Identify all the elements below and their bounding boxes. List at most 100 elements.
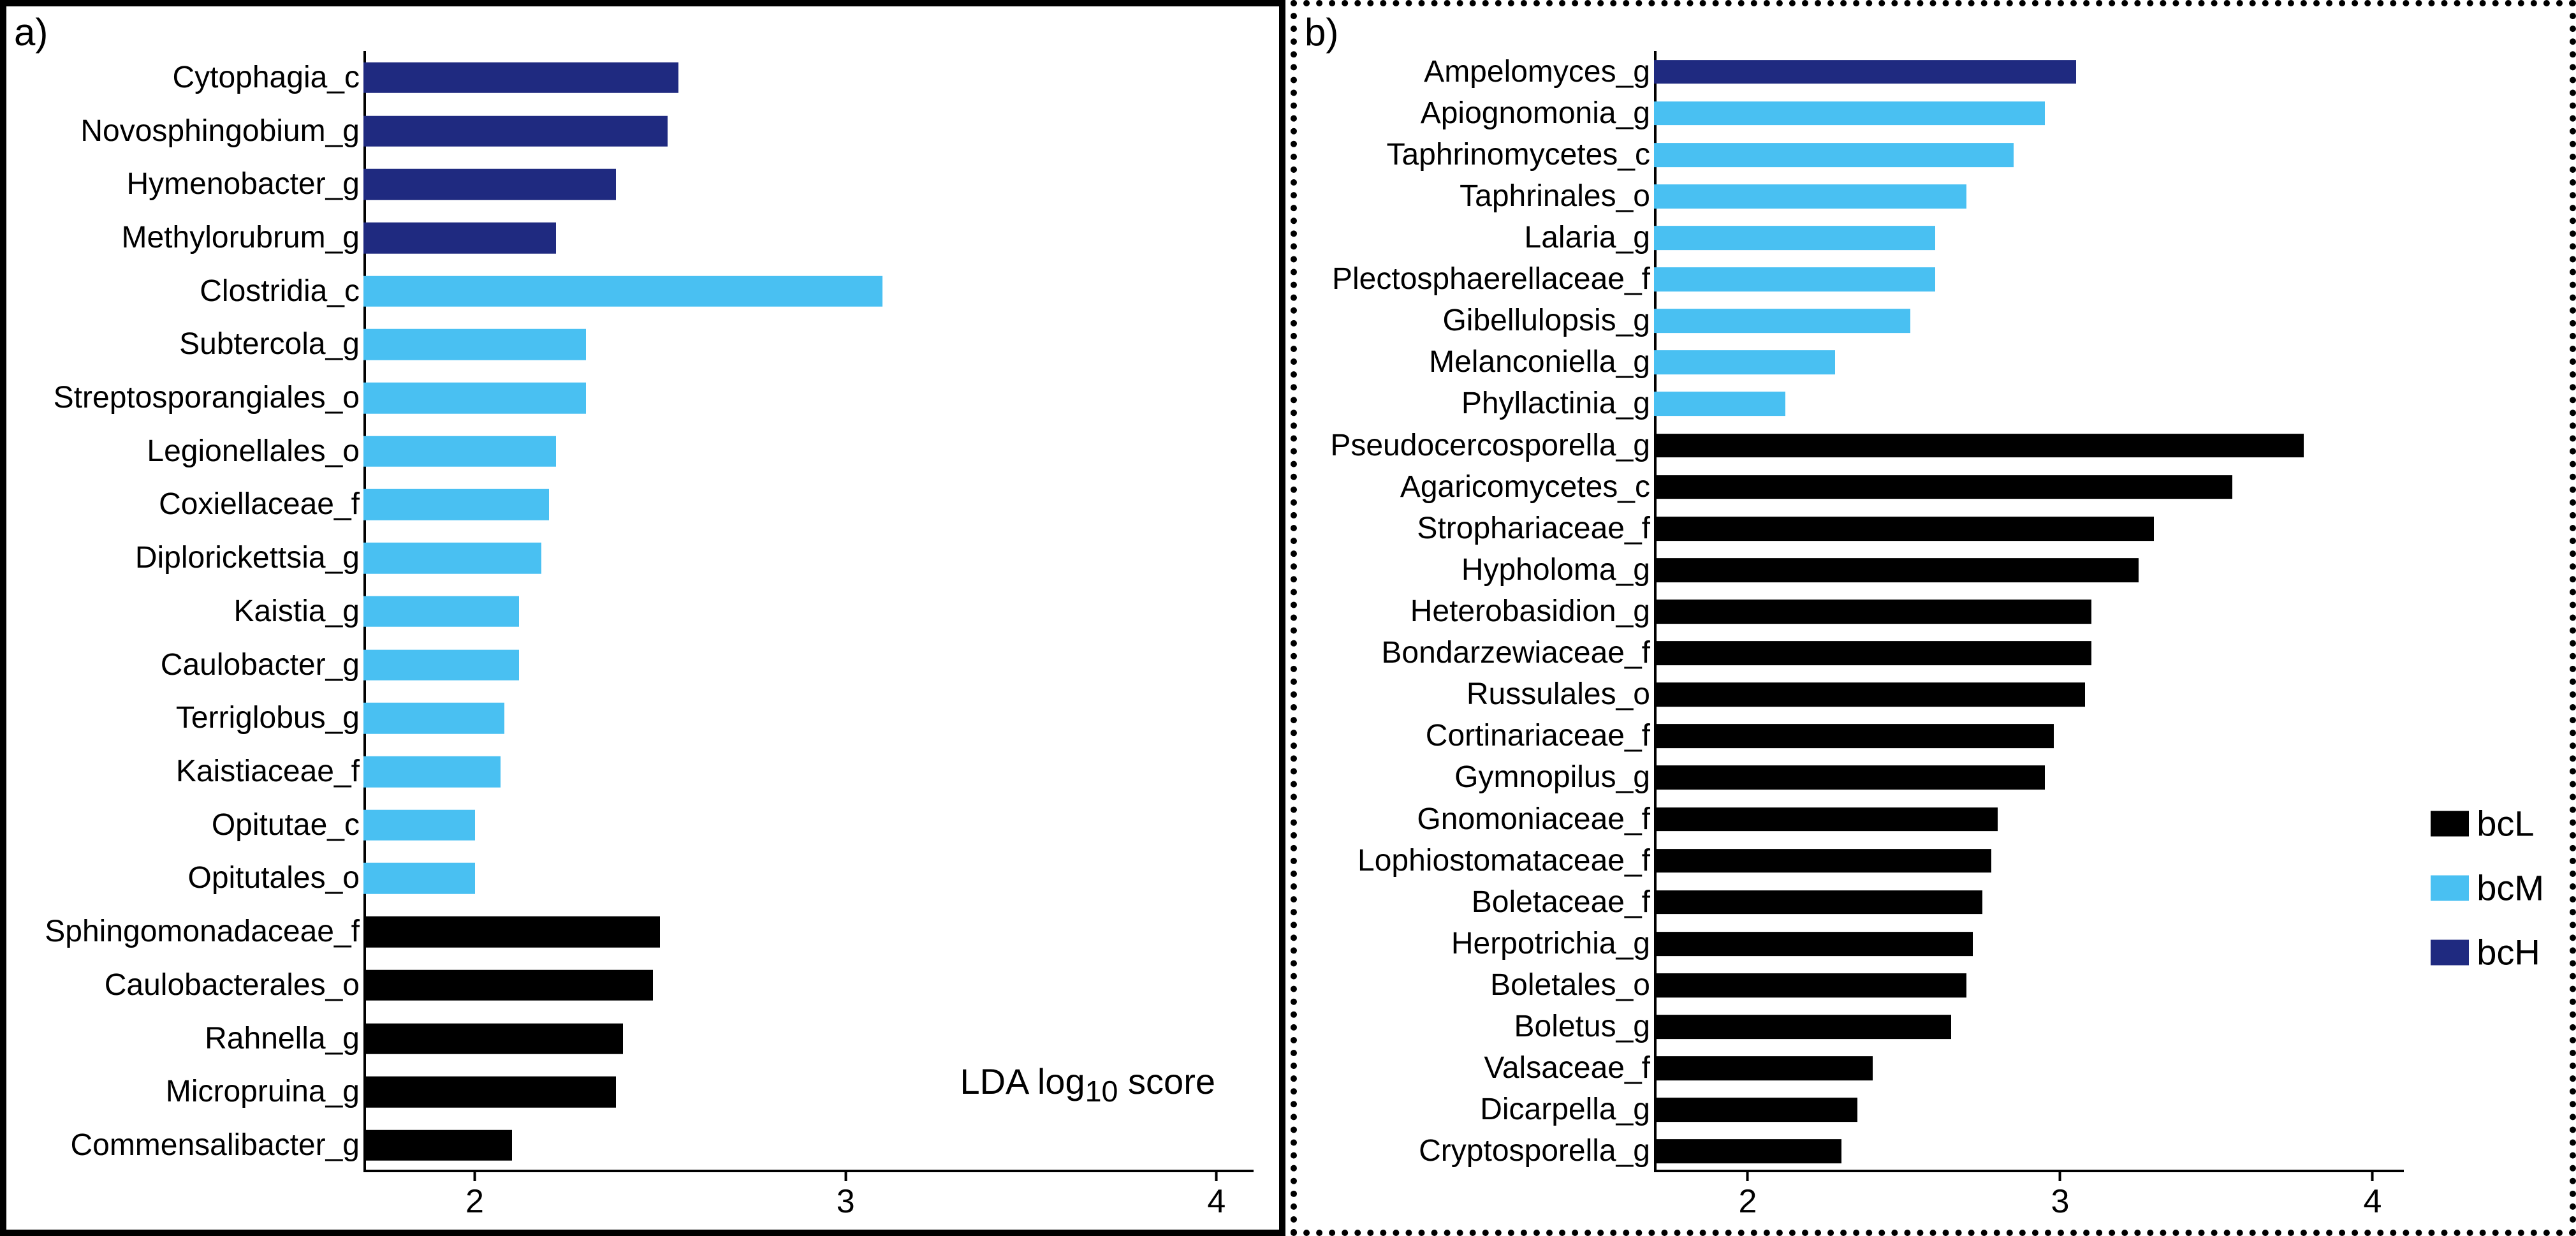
chart-wrap: Ampelomyces_gApiognomonia_gTaphrinomycet… xyxy=(1297,51,2404,1172)
chart-wrap: Cytophagia_cNovosphingobium_gHymenobacte… xyxy=(6,51,1254,1172)
x-axis-title: LDA log10 score xyxy=(960,1061,1215,1108)
y-axis-label: Subtercola_g xyxy=(179,329,360,360)
bar-slot xyxy=(1654,716,2404,757)
bar xyxy=(1654,973,1966,997)
bar xyxy=(363,756,501,788)
bar-slot xyxy=(1654,1131,2404,1172)
y-axis-label: Taphrinomycetes_c xyxy=(1386,140,1650,170)
bar xyxy=(1654,682,2085,707)
bar-slot xyxy=(363,1012,1254,1066)
y-axis-label: Valsaceae_f xyxy=(1484,1053,1650,1084)
y-axis-label: Taphrinales_o xyxy=(1460,181,1650,212)
y-axis-label: Pseudocercosporella_g xyxy=(1330,430,1650,461)
bar-slot xyxy=(363,852,1254,906)
legend-item: bcL xyxy=(2431,803,2544,844)
bar-slot xyxy=(363,585,1254,638)
bar xyxy=(363,543,541,574)
bar-slot xyxy=(1654,300,2404,342)
bar xyxy=(1654,60,2076,84)
y-axis-label: Lalaria_g xyxy=(1525,223,1650,253)
bar-slot xyxy=(1654,881,2404,923)
y-axis-label: Terriglobus_g xyxy=(176,703,360,733)
x-axis: 234 xyxy=(1654,1172,2404,1230)
y-axis-label: Hymenobacter_g xyxy=(126,169,360,200)
panel-inner: Ampelomyces_gApiognomonia_gTaphrinomycet… xyxy=(1297,6,2570,1230)
x-tick: 2 xyxy=(465,1172,484,1221)
y-axis-label: Hypholoma_g xyxy=(1461,555,1650,585)
y-axis-label: Novosphingobium_g xyxy=(80,116,360,147)
bar xyxy=(1654,517,2154,541)
bar-slot xyxy=(1654,674,2404,716)
bar-slot xyxy=(1654,425,2404,466)
y-axis-label: Dicarpella_g xyxy=(1480,1094,1650,1125)
y-axis-label: Methylorubrum_g xyxy=(122,223,360,253)
y-axis-label: Clostridia_c xyxy=(200,276,360,307)
bar xyxy=(363,1077,616,1108)
y-axis-label: Legionellales_o xyxy=(147,436,360,467)
panel-b: b)Ampelomyces_gApiognomonia_gTaphrinomyc… xyxy=(1291,0,2576,1236)
bar-slot xyxy=(363,905,1254,959)
y-axis-label: Micropruina_g xyxy=(166,1077,360,1107)
y-axis-label: Apiognomonia_g xyxy=(1421,98,1650,129)
y-axis-label: Lophiostomataceae_f xyxy=(1358,846,1650,876)
y-axis-label: Streptosporangiales_o xyxy=(54,383,360,413)
legend-item: bcH xyxy=(2431,932,2544,973)
legend-label: bcL xyxy=(2477,803,2534,844)
bar-slot xyxy=(363,959,1254,1012)
bar xyxy=(363,276,882,307)
bar xyxy=(1654,1056,1873,1080)
bar xyxy=(1654,890,1982,915)
x-tick-label: 2 xyxy=(1739,1183,1757,1220)
bar-slot xyxy=(363,211,1254,265)
legend-label: bcM xyxy=(2477,867,2544,909)
bar xyxy=(363,489,549,520)
bar-slot xyxy=(1654,1089,2404,1131)
bar-slot xyxy=(1654,508,2404,549)
bar xyxy=(363,1130,512,1161)
bar xyxy=(1654,558,2139,582)
bar xyxy=(1654,184,1966,209)
bar xyxy=(1654,309,1910,333)
bar-slot xyxy=(363,51,1254,105)
y-axis-label: Opitutae_c xyxy=(212,810,360,841)
tick-mark xyxy=(2059,1172,2061,1181)
bars-container xyxy=(363,51,1254,1172)
plot-area xyxy=(1654,51,2404,1172)
y-axis-label: Plectosphaerellaceae_f xyxy=(1332,264,1650,295)
x-tick: 3 xyxy=(837,1172,855,1221)
tick-mark xyxy=(1746,1172,1749,1181)
bar xyxy=(363,223,556,254)
y-axis-label: Russulales_o xyxy=(1467,679,1650,710)
y-axis-label: Coxiellaceae_f xyxy=(159,489,360,520)
bar xyxy=(363,169,616,200)
bar-slot xyxy=(1654,175,2404,217)
bar xyxy=(363,970,653,1001)
bar-slot xyxy=(363,691,1254,745)
x-tick: 4 xyxy=(1207,1172,1226,1221)
bar-slot xyxy=(1654,633,2404,674)
bar xyxy=(363,63,678,94)
bar xyxy=(363,115,668,147)
bar xyxy=(363,1023,623,1054)
y-axis-label: Heterobasidion_g xyxy=(1410,596,1650,627)
panel-label: a) xyxy=(14,10,48,54)
bar-slot xyxy=(363,158,1254,211)
x-tick: 2 xyxy=(1739,1172,1757,1221)
y-axis-labels: Cytophagia_cNovosphingobium_gHymenobacte… xyxy=(6,51,363,1172)
y-axis-label: Diplorickettsia_g xyxy=(135,543,360,573)
bar-slot xyxy=(363,425,1254,478)
tick-mark xyxy=(844,1172,847,1181)
bar xyxy=(363,649,519,681)
bar xyxy=(1654,807,1998,832)
y-axis-label: Boletaceae_f xyxy=(1472,887,1650,918)
legend-swatch xyxy=(2431,875,2469,901)
bar-slot xyxy=(1654,466,2404,508)
bar xyxy=(1654,392,1785,416)
panel-inner: Cytophagia_cNovosphingobium_gHymenobacte… xyxy=(6,6,1279,1230)
bar-slot xyxy=(1654,840,2404,881)
bar-slot xyxy=(1654,798,2404,840)
y-axis-label: Rahnella_g xyxy=(205,1024,360,1054)
bar-slot xyxy=(1654,549,2404,591)
bar-slot xyxy=(1654,383,2404,425)
bar xyxy=(1654,600,2091,624)
